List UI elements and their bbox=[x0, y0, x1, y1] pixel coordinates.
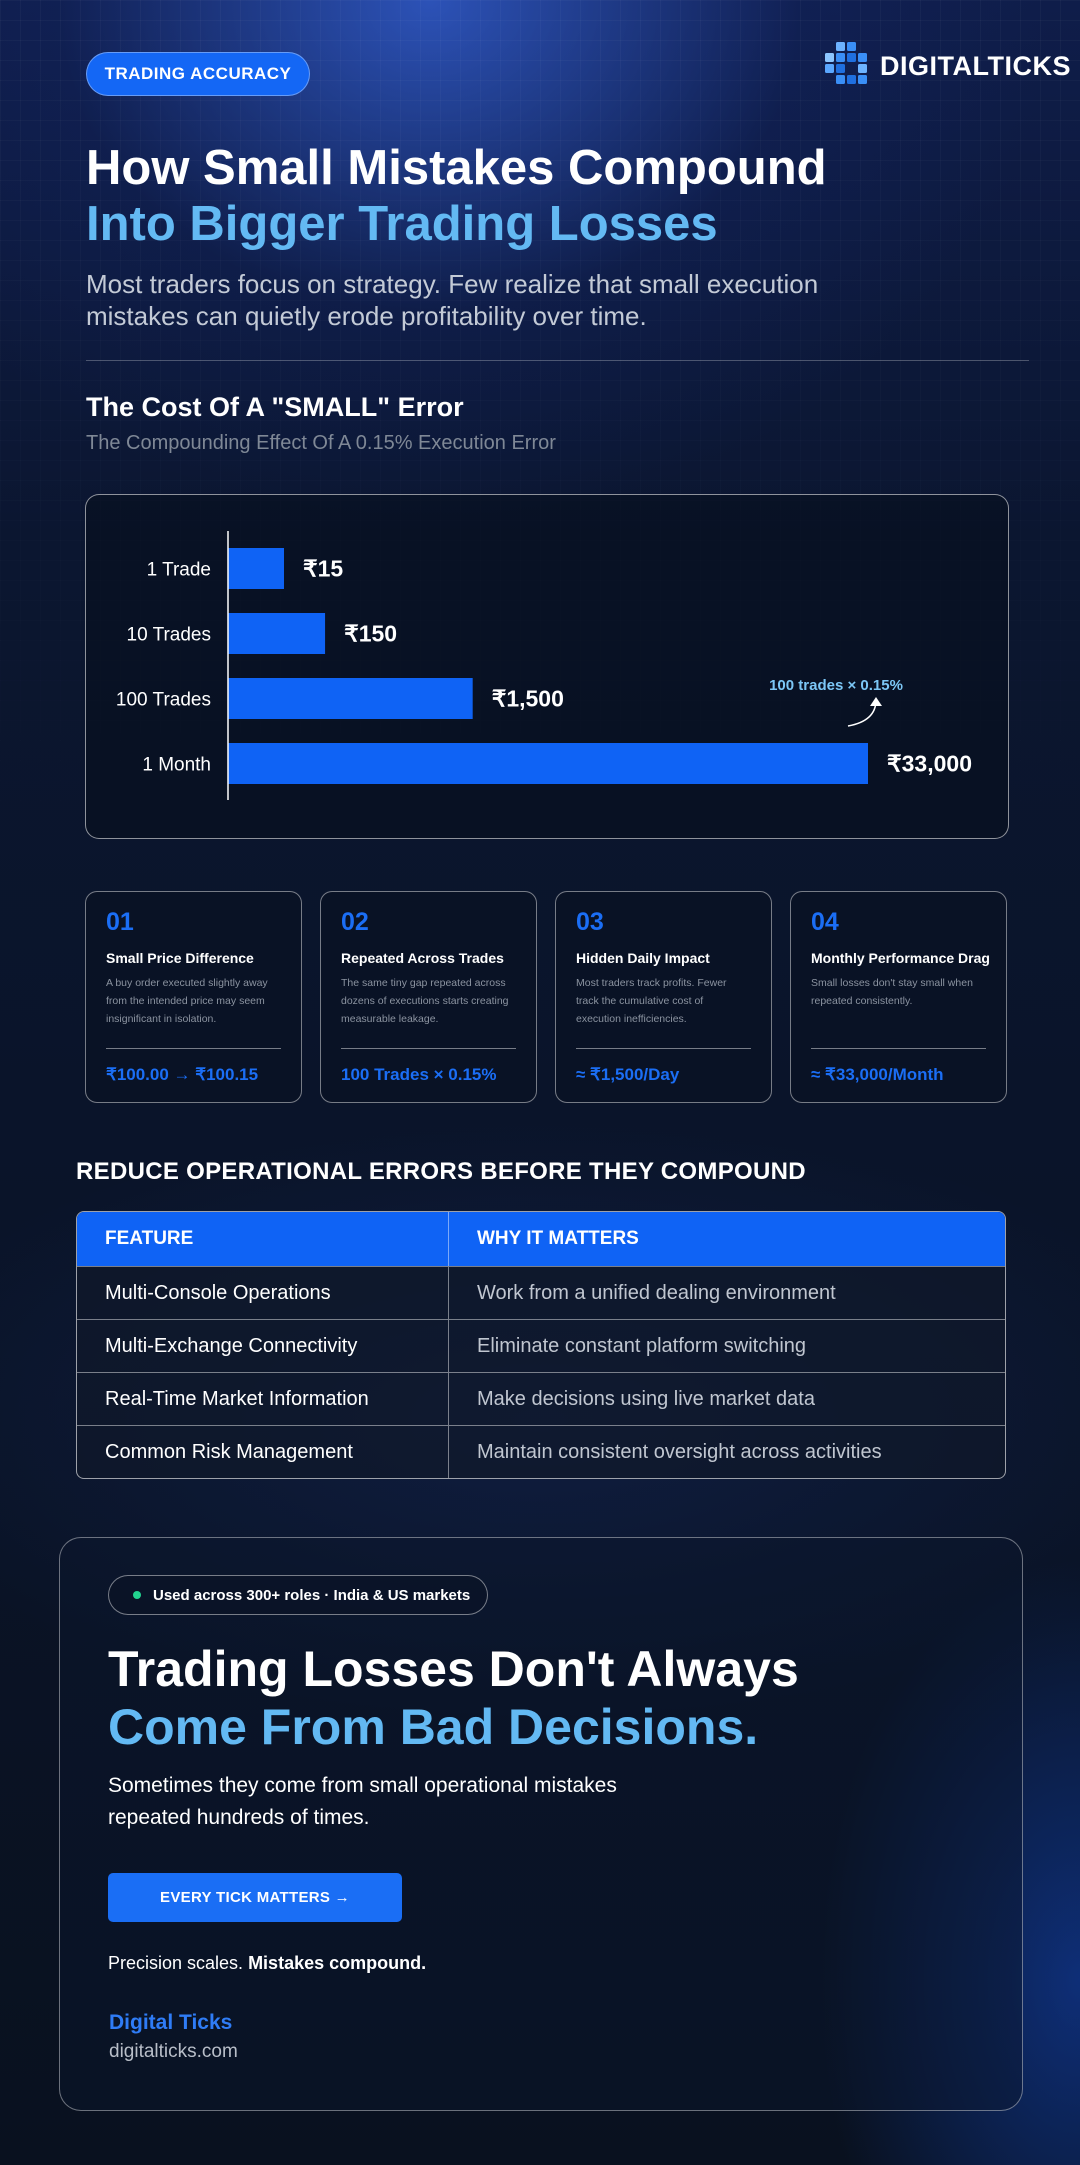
step-card-1: 01 Small Price Difference A buy order ex… bbox=[85, 891, 302, 1103]
value-label: ₹33,000 bbox=[887, 751, 972, 777]
tagline-bold: Mistakes compound. bbox=[248, 1953, 427, 1973]
divider bbox=[86, 360, 1029, 361]
reason-cell: Maintain consistent oversight across act… bbox=[477, 1440, 882, 1463]
logo-mark-icon bbox=[825, 42, 867, 84]
feature-table: FEATURE WHY IT MATTERS Multi-Console Ope… bbox=[76, 1211, 1006, 1479]
step-heading: Repeated Across Trades bbox=[341, 950, 504, 966]
usage-badge: Used across 300+ roles · India & US mark… bbox=[108, 1575, 488, 1615]
value-label: ₹1,500 bbox=[492, 686, 564, 712]
category-label: 1 Trade bbox=[147, 560, 211, 581]
brand-url-link[interactable]: digitalticks.com bbox=[109, 2041, 238, 2062]
step-value: ≈ ₹1,500/Day bbox=[576, 1065, 680, 1084]
reason-cell: Eliminate constant platform switching bbox=[477, 1334, 807, 1357]
section-subtitle: The Compounding Effect Of A 0.15% Execut… bbox=[86, 432, 556, 454]
step-description: The same tiny gap repeated across dozens… bbox=[341, 977, 509, 1025]
category-label: 1 Month bbox=[142, 755, 211, 776]
step-description: Most traders track profits. Fewer track … bbox=[576, 977, 727, 1025]
table-row: Common Risk Management Maintain consiste… bbox=[77, 1425, 1005, 1478]
reason-cell: Work from a unified dealing environment bbox=[477, 1281, 836, 1304]
page-title-line1: How Small Mistakes Compound bbox=[86, 141, 827, 195]
status-dot-icon bbox=[133, 1591, 141, 1599]
cta-title: Trading Losses Don't Always Come From Ba… bbox=[108, 1640, 988, 1756]
step-number: 01 bbox=[106, 908, 134, 936]
value-label: ₹15 bbox=[303, 556, 343, 582]
usage-badge-text: Used across 300+ roles · India & US mark… bbox=[153, 1586, 471, 1604]
bar-chart: 1 Trade ₹15 10 Trades ₹150 100 Trades ₹1,500 1… bbox=[116, 531, 972, 800]
step-value: ≈ ₹33,000/Month bbox=[811, 1065, 944, 1084]
reason-cell: Make decisions using live market data bbox=[477, 1387, 815, 1410]
cta-subtitle: Sometimes they come from small operation… bbox=[108, 1770, 708, 1834]
table-row: Multi-Console Operations Work from a uni… bbox=[77, 1266, 1005, 1319]
step-number: 03 bbox=[576, 908, 604, 936]
table-row: Real-Time Market Information Make decisi… bbox=[77, 1372, 1005, 1425]
section-title: The Cost Of A "SMALL" Error bbox=[86, 392, 464, 422]
divider bbox=[811, 1048, 986, 1049]
bar bbox=[228, 743, 868, 784]
cta-title-line2: Come From Bad Decisions. bbox=[108, 1699, 759, 1755]
cta-subtitle-line1: Sometimes they come from small operation… bbox=[108, 1774, 617, 1797]
bar-chart-card: 1 Trade ₹15 10 Trades ₹150 100 Trades ₹1,500 1… bbox=[85, 494, 1009, 839]
cta-subtitle-line2: repeated hundreds of times. bbox=[108, 1806, 370, 1829]
bar bbox=[228, 613, 326, 654]
every-tick-matters-button[interactable]: EVERY TICK MATTERS → bbox=[108, 1873, 402, 1922]
step-description: Small losses don't stay small when repea… bbox=[811, 977, 973, 1007]
bar bbox=[228, 678, 473, 719]
column-header-why: WHY IT MATTERS bbox=[477, 1228, 639, 1249]
divider bbox=[576, 1048, 751, 1049]
step-heading: Monthly Performance Drag bbox=[811, 950, 990, 966]
table-heading: REDUCE OPERATIONAL ERRORS BEFORE THEY CO… bbox=[76, 1158, 806, 1185]
table-header-row: FEATURE WHY IT MATTERS bbox=[77, 1212, 1005, 1266]
logo-wordmark: DIGITALTICKS bbox=[880, 50, 1071, 81]
step-card-4: 04 Monthly Performance Drag Small losses… bbox=[790, 891, 1007, 1103]
step-number: 04 bbox=[811, 908, 839, 936]
annotation-arrowhead-icon bbox=[870, 697, 882, 706]
cta-title-line1: Trading Losses Don't Always bbox=[108, 1641, 799, 1697]
column-header-feature: FEATURE bbox=[77, 1212, 449, 1266]
category-label: 10 Trades bbox=[127, 625, 212, 646]
category-label: 100 Trades bbox=[116, 690, 211, 711]
step-value: 100 Trades × 0.15% bbox=[341, 1065, 497, 1084]
tagline: Precision scales. Mistakes compound. bbox=[108, 1953, 426, 1974]
feature-cell: Multi-Console Operations bbox=[77, 1267, 449, 1319]
step-description: A buy order executed slightly away from … bbox=[106, 977, 268, 1025]
step-card-3: 03 Hidden Daily Impact Most traders trac… bbox=[555, 891, 772, 1103]
divider bbox=[106, 1048, 281, 1049]
divider bbox=[341, 1048, 516, 1049]
step-heading: Hidden Daily Impact bbox=[576, 950, 710, 966]
page-title-line2: Into Bigger Trading Losses bbox=[86, 197, 718, 251]
category-badge: TRADING ACCURACY bbox=[86, 52, 310, 96]
step-heading: Small Price Difference bbox=[106, 950, 254, 966]
brand-logo[interactable]: DIGITALTICKS bbox=[820, 38, 1071, 94]
feature-cell: Common Risk Management bbox=[77, 1426, 449, 1478]
value-label: ₹150 bbox=[344, 621, 397, 647]
bar bbox=[228, 548, 284, 589]
page-subtitle: Most traders focus on strategy. Few real… bbox=[86, 269, 819, 331]
chart-annotation: 100 trades × 0.15% bbox=[769, 677, 903, 694]
page-title: How Small Mistakes Compound Into Bigger … bbox=[86, 140, 1026, 252]
feature-cell: Real-Time Market Information bbox=[77, 1373, 449, 1425]
step-value: ₹100.00 → ₹100.15 bbox=[106, 1065, 259, 1084]
table-row: Multi-Exchange Connectivity Eliminate co… bbox=[77, 1319, 1005, 1372]
step-number: 02 bbox=[341, 908, 369, 936]
step-card-2: 02 Repeated Across Trades The same tiny … bbox=[320, 891, 537, 1103]
tagline-normal: Precision scales. bbox=[108, 1953, 249, 1973]
feature-cell: Multi-Exchange Connectivity bbox=[77, 1320, 449, 1372]
cta-card bbox=[59, 1537, 1023, 2111]
brand-name-link[interactable]: Digital Ticks bbox=[109, 2011, 233, 2034]
